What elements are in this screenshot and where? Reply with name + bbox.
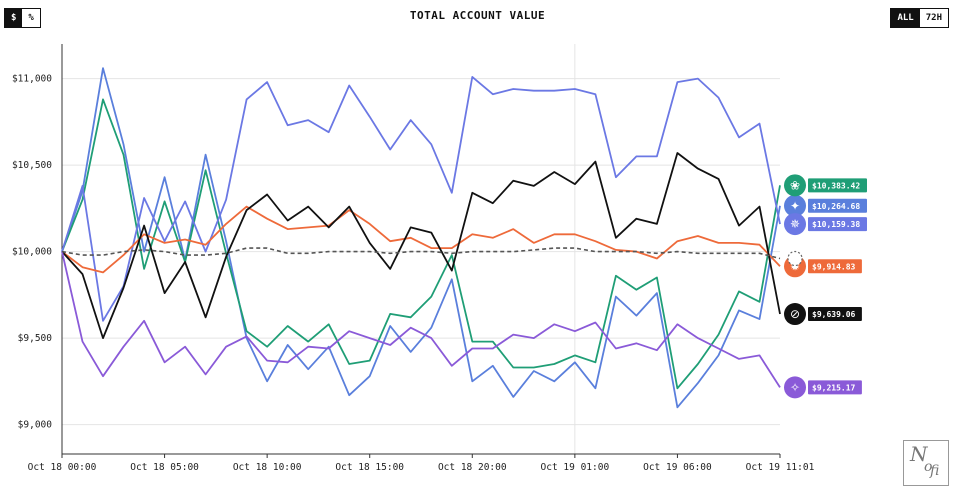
- series-line-gemini: [61, 67, 781, 409]
- svg-text:⊘: ⊘: [790, 307, 800, 321]
- x-tick-label: Oct 19 01:00: [541, 462, 610, 473]
- x-tick-label: Oct 18 15:00: [335, 462, 404, 473]
- series-line-gpt: [61, 98, 781, 390]
- series-line-claude: [61, 76, 781, 322]
- end-value-badge: [808, 178, 867, 193]
- x-tick-label: Oct 18 20:00: [438, 462, 507, 473]
- series-lines: [61, 67, 781, 409]
- unit-percent-button[interactable]: %: [22, 9, 40, 27]
- end-value-badge: [808, 380, 862, 395]
- end-value-badge: [808, 198, 867, 213]
- series-line-qwen: [61, 251, 781, 388]
- x-tick-label: Oct 18 05:00: [130, 462, 199, 473]
- x-tick-label: Oct 19 06:00: [643, 462, 712, 473]
- y-tick-label: $11,000: [12, 74, 52, 85]
- end-markers: ✦ $10,264.68 ❀ $10,383.42 ✵ $10,159.38 ✹ $9,914…: [784, 174, 867, 399]
- end-value-label: $9,215.17: [812, 383, 856, 392]
- end-value-badge: [808, 307, 862, 322]
- range-toggle: ALL 72H: [890, 8, 949, 28]
- series-line-deepseek: [61, 152, 781, 339]
- range-72h-button[interactable]: 72H: [919, 9, 948, 27]
- end-value-badge: [808, 217, 867, 232]
- claude-icon[interactable]: ✵: [784, 213, 806, 236]
- series-line-grok: [61, 205, 781, 274]
- end-value-label: $10,159.38: [812, 220, 860, 229]
- svg-text:✦: ✦: [790, 199, 800, 213]
- y-tick-label: $9,000: [18, 420, 53, 431]
- range-all-button[interactable]: ALL: [891, 9, 920, 27]
- unit-dollar-button[interactable]: $: [5, 9, 23, 27]
- chart-title: TOTAL ACCOUNT VALUE: [409, 9, 546, 22]
- end-value-label: $10,264.68: [812, 202, 860, 211]
- gpt-icon[interactable]: ❀: [784, 174, 806, 197]
- end-value-label: $9,914.83: [812, 262, 856, 271]
- axes: $9,000 $9,500 $10,000 $10,500 $11,000 Oct 18 …: [12, 44, 815, 473]
- y-tick-label: $9,500: [18, 333, 53, 344]
- unit-toggle: $ %: [4, 8, 41, 28]
- deepseek-icon[interactable]: ⊘: [784, 303, 806, 326]
- baseline-end-icon: [787, 250, 803, 267]
- svg-text:✹: ✹: [790, 259, 800, 273]
- qwen-icon[interactable]: ✧: [784, 376, 806, 399]
- x-tick-label: Oct 19 11:01: [746, 462, 815, 473]
- end-value-label: $10,383.42: [812, 181, 860, 190]
- gemini-icon[interactable]: ✦: [784, 194, 806, 217]
- series-line-baseline: [61, 247, 781, 260]
- svg-text:❀: ❀: [790, 178, 800, 192]
- end-value-badge: [808, 259, 862, 274]
- grid: [62, 44, 780, 454]
- y-tick-label: $10,500: [12, 160, 52, 171]
- y-tick-label: $10,000: [12, 247, 52, 258]
- svg-text:✵: ✵: [790, 217, 800, 231]
- x-tick-label: Oct 18 10:00: [233, 462, 302, 473]
- svg-text:✧: ✧: [790, 380, 800, 394]
- x-tick-label: Oct 18 00:00: [28, 462, 97, 473]
- end-value-label: $9,639.06: [812, 310, 856, 319]
